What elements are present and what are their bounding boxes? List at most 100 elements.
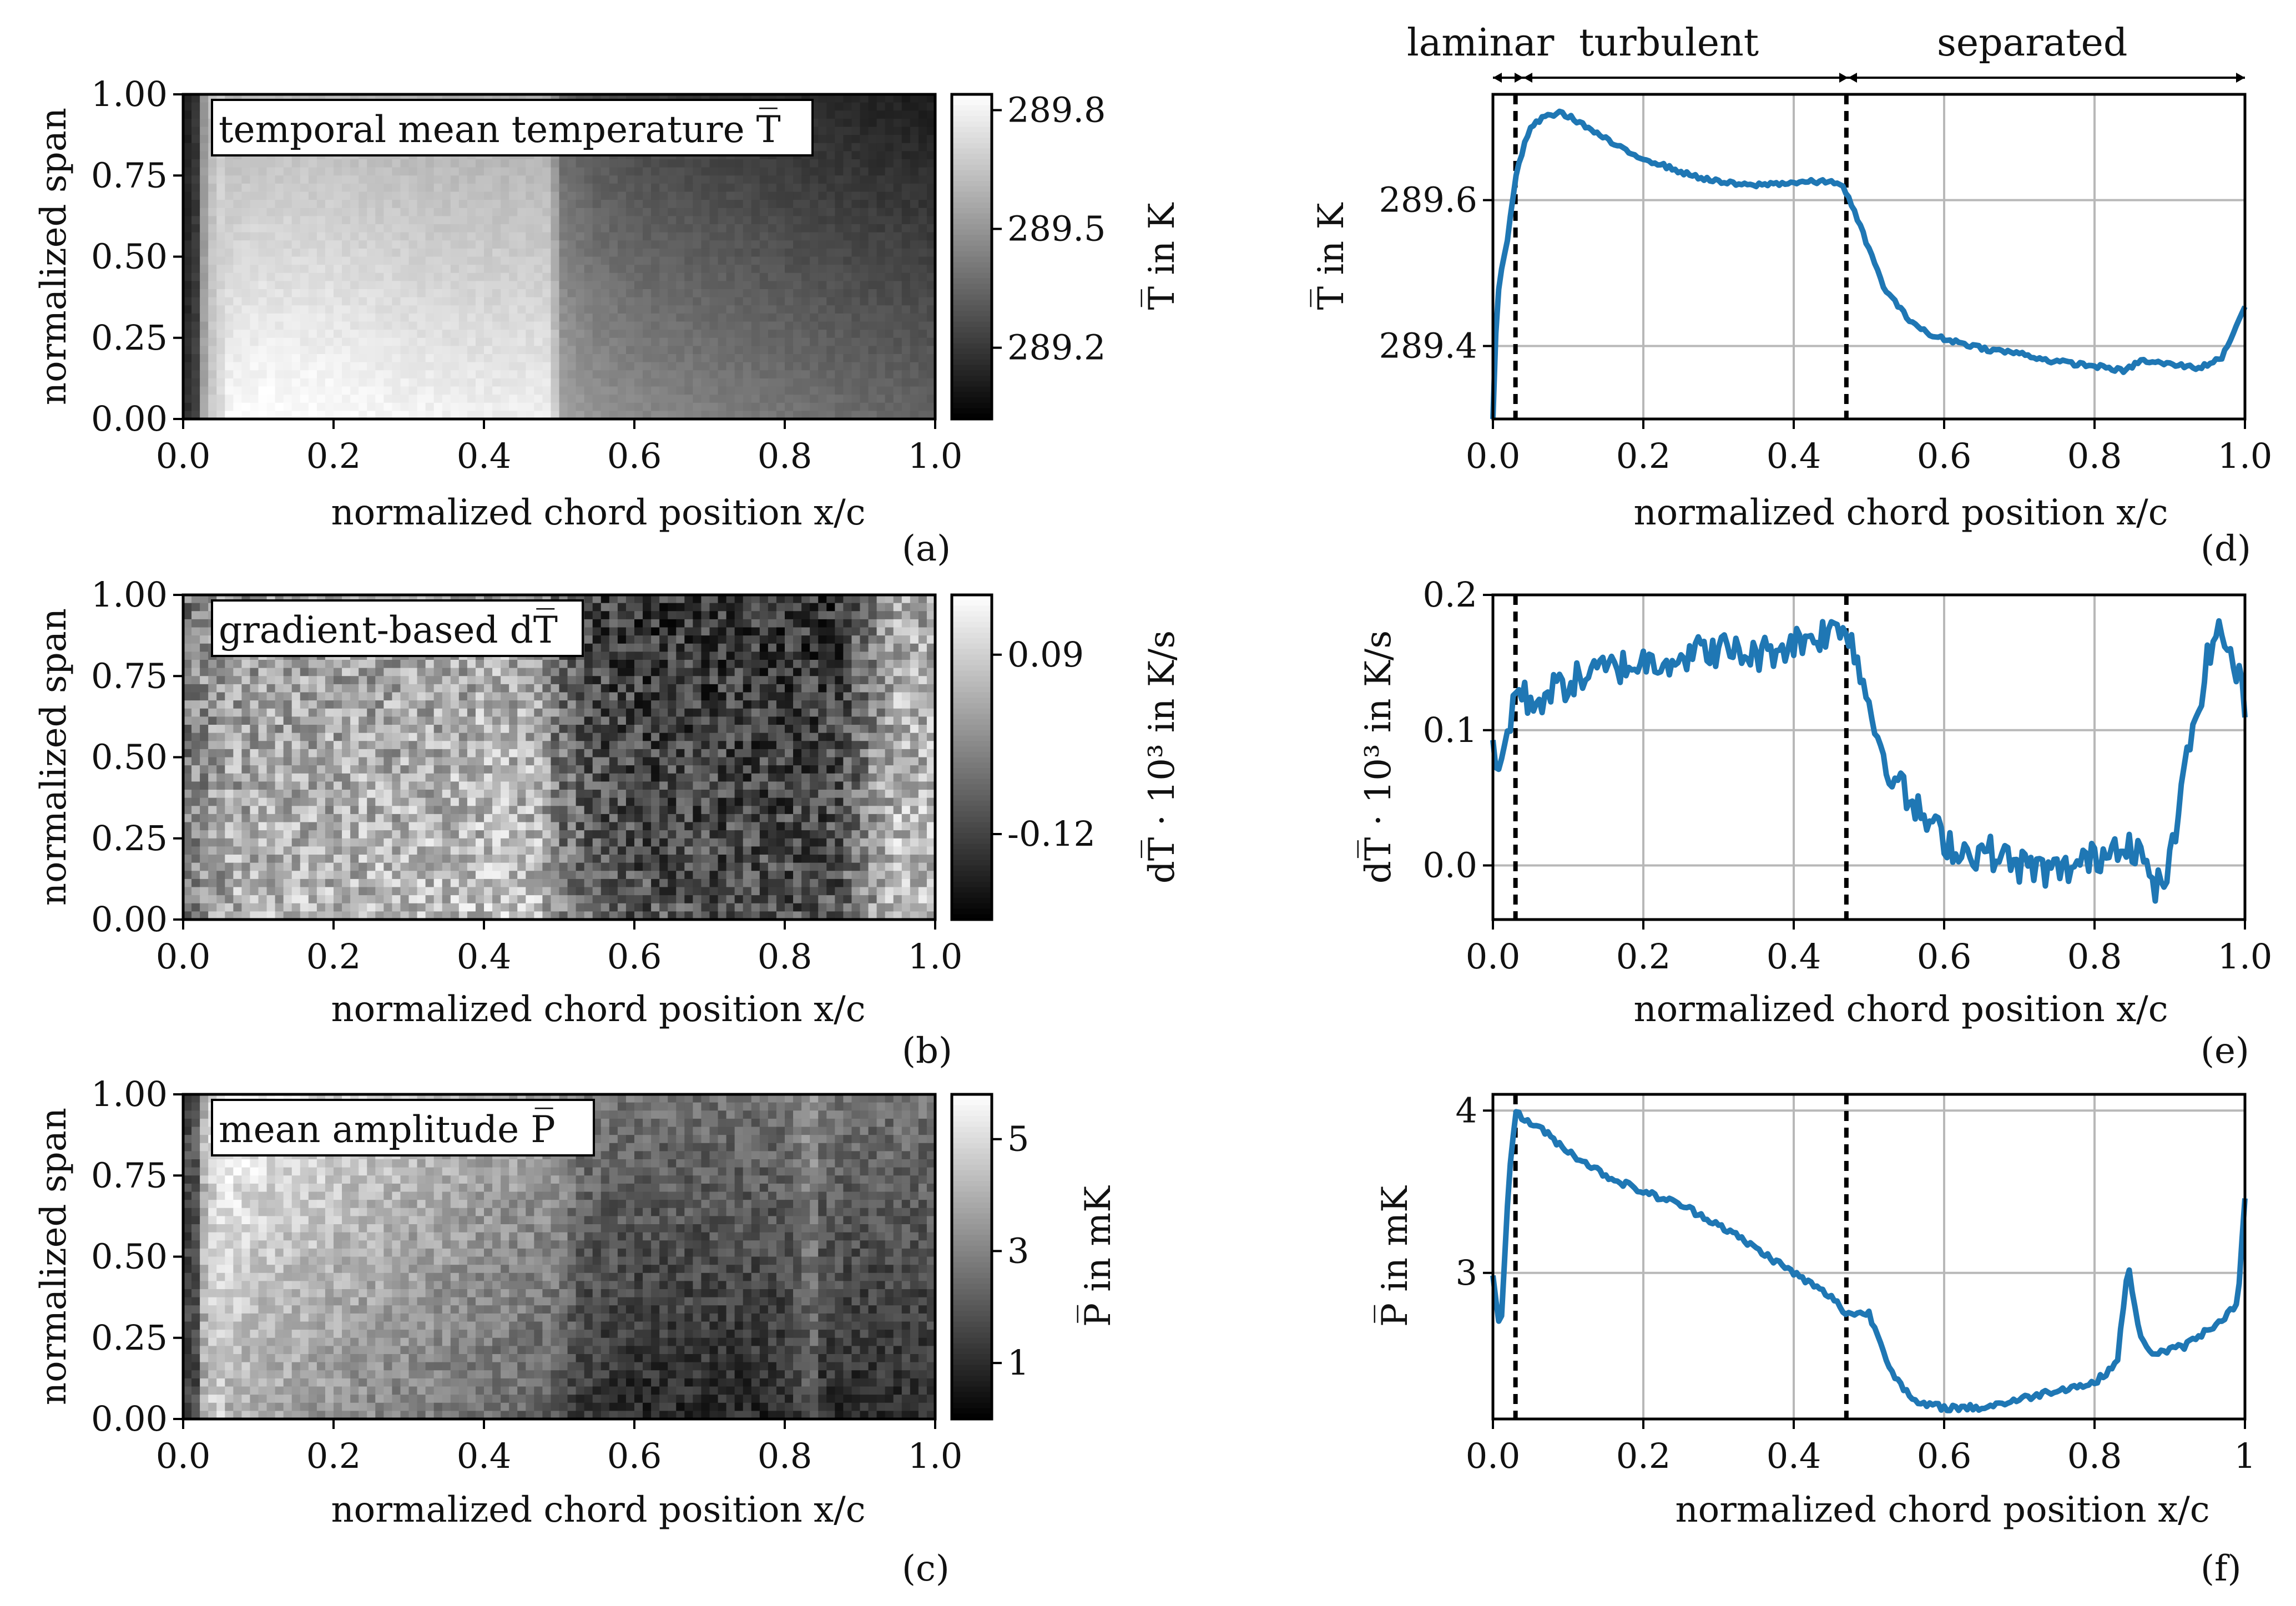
heatmap-b-cell	[342, 668, 351, 676]
heatmap-a-cell	[826, 118, 835, 128]
heatmap-a-cell	[325, 346, 334, 355]
heatmap-a-cell	[300, 321, 309, 330]
heatmap-a-cell	[300, 370, 309, 379]
heatmap-b-cell	[709, 684, 719, 693]
heatmap-a-y-tick-label: 0.00	[91, 398, 168, 439]
heatmap-a-cell	[759, 216, 769, 225]
heatmap-b-cell	[676, 611, 685, 620]
heatmap-a-cell	[450, 395, 460, 403]
heatmap-a-cell	[492, 208, 501, 216]
colorbar-a-step	[952, 110, 992, 117]
colorbar-a-step	[952, 181, 992, 187]
heatmap-a-cell	[901, 289, 911, 298]
heatmap-a-cell	[283, 232, 292, 241]
heatmap-a-cell	[743, 256, 752, 265]
heatmap-a-cell	[517, 354, 526, 363]
heatmap-a-cell	[676, 191, 685, 200]
heatmap-a-cell	[601, 265, 610, 274]
heatmap-a-cell	[651, 208, 660, 216]
heatmap-a-cell	[408, 281, 418, 290]
heatmap-a-cell	[258, 305, 268, 314]
heatmap-b-cell	[718, 652, 727, 660]
heatmap-a-cell	[617, 183, 627, 193]
heatmap-a-cell	[709, 305, 719, 314]
heatmap-a-cell	[316, 370, 326, 379]
heatmap-a-cell	[291, 346, 301, 355]
heatmap-a-cell	[334, 265, 342, 274]
heatmap-a-cell	[542, 256, 552, 265]
heatmap-b-cell	[241, 684, 251, 693]
heatmap-b-cell	[634, 652, 643, 660]
colorbar-a-label: T̅ in K	[1140, 202, 1183, 310]
heatmap-a-cell	[542, 337, 552, 346]
heatmap-b-cell	[342, 684, 351, 693]
heatmap-a-cell	[768, 354, 777, 363]
heatmap-a-cell	[676, 346, 685, 355]
heatmap-a-cell	[810, 216, 819, 225]
heatmap-a-cell	[433, 337, 443, 346]
heatmap-a-cell	[684, 337, 693, 346]
heatmap-a-cell	[659, 167, 668, 176]
heatmap-a-cell	[233, 224, 242, 233]
heatmap-a-cell	[225, 378, 234, 387]
heatmap-b-cell	[325, 708, 334, 717]
heatmap-b-cell	[693, 603, 702, 612]
heatmap-a-cell	[726, 337, 735, 346]
heatmap-a-cell	[433, 395, 443, 403]
heatmap-a-cell	[291, 378, 301, 387]
heatmap-a-cell	[316, 378, 326, 387]
heatmap-a-cell	[793, 272, 802, 281]
heatmap-b-cell	[826, 643, 835, 652]
heatmap-b-cell	[501, 700, 509, 709]
heatmap-a-cell	[559, 200, 568, 209]
heatmap-b-cell	[810, 700, 819, 709]
heatmap-a-cell	[668, 370, 677, 379]
heatmap-a-cell	[509, 362, 518, 371]
heatmap-a-cell	[425, 362, 435, 371]
heatmap-a-cell	[200, 216, 209, 225]
heatmap-a-cell	[668, 240, 677, 249]
heatmap-a-cell	[433, 370, 443, 379]
heatmap-a-cell	[885, 167, 894, 176]
heatmap-a-cell	[551, 175, 560, 184]
heatmap-a-cell	[759, 281, 769, 290]
heatmap-b-cell	[693, 692, 702, 701]
heatmap-a-cell	[835, 402, 844, 411]
heatmap-b-cell	[225, 708, 234, 717]
heatmap-a-cell	[793, 402, 802, 411]
heatmap-b-cell	[668, 635, 677, 644]
heatmap-a-cell	[501, 378, 509, 387]
heatmap-a-cell	[918, 297, 927, 306]
heatmap-a-cell	[308, 378, 317, 387]
heatmap-a-cell	[467, 200, 476, 209]
heatmap-a-cell	[367, 159, 376, 168]
heatmap-a-cell	[584, 232, 593, 241]
heatmap-a-cell	[316, 183, 326, 193]
heatmap-a-cell	[359, 402, 367, 411]
heatmap-a-cell	[225, 224, 234, 233]
heatmap-b-cell	[818, 652, 827, 660]
heatmap-a-cell	[526, 183, 534, 193]
heatmap-a-cell	[551, 159, 560, 168]
heatmap-a-cell	[450, 289, 460, 298]
heatmap-b-cell	[743, 652, 752, 660]
heatmap-a-cell	[668, 175, 677, 184]
heatmap-a-cell	[200, 354, 209, 363]
heatmap-b-cell	[592, 692, 602, 701]
heatmap-b-cell	[876, 603, 886, 612]
heatmap-a-cell	[467, 289, 476, 298]
heatmap-a-cell	[283, 200, 292, 209]
heatmap-a-cell	[668, 289, 677, 298]
heatmap-a-cell	[375, 167, 384, 176]
heatmap-b-cell	[918, 643, 927, 652]
heatmap-a-cell	[325, 200, 334, 209]
heatmap-b-cell	[509, 684, 518, 693]
heatmap-a-cell	[826, 297, 835, 306]
heatmap-a-cell	[759, 330, 769, 339]
heatmap-a-cell	[734, 297, 744, 306]
heatmap-a-cell	[408, 395, 418, 403]
heatmap-b-cell	[375, 692, 384, 701]
heatmap-a-cell	[634, 167, 643, 176]
heatmap-b-cell	[701, 652, 710, 660]
heatmap-a-cell	[266, 330, 276, 339]
